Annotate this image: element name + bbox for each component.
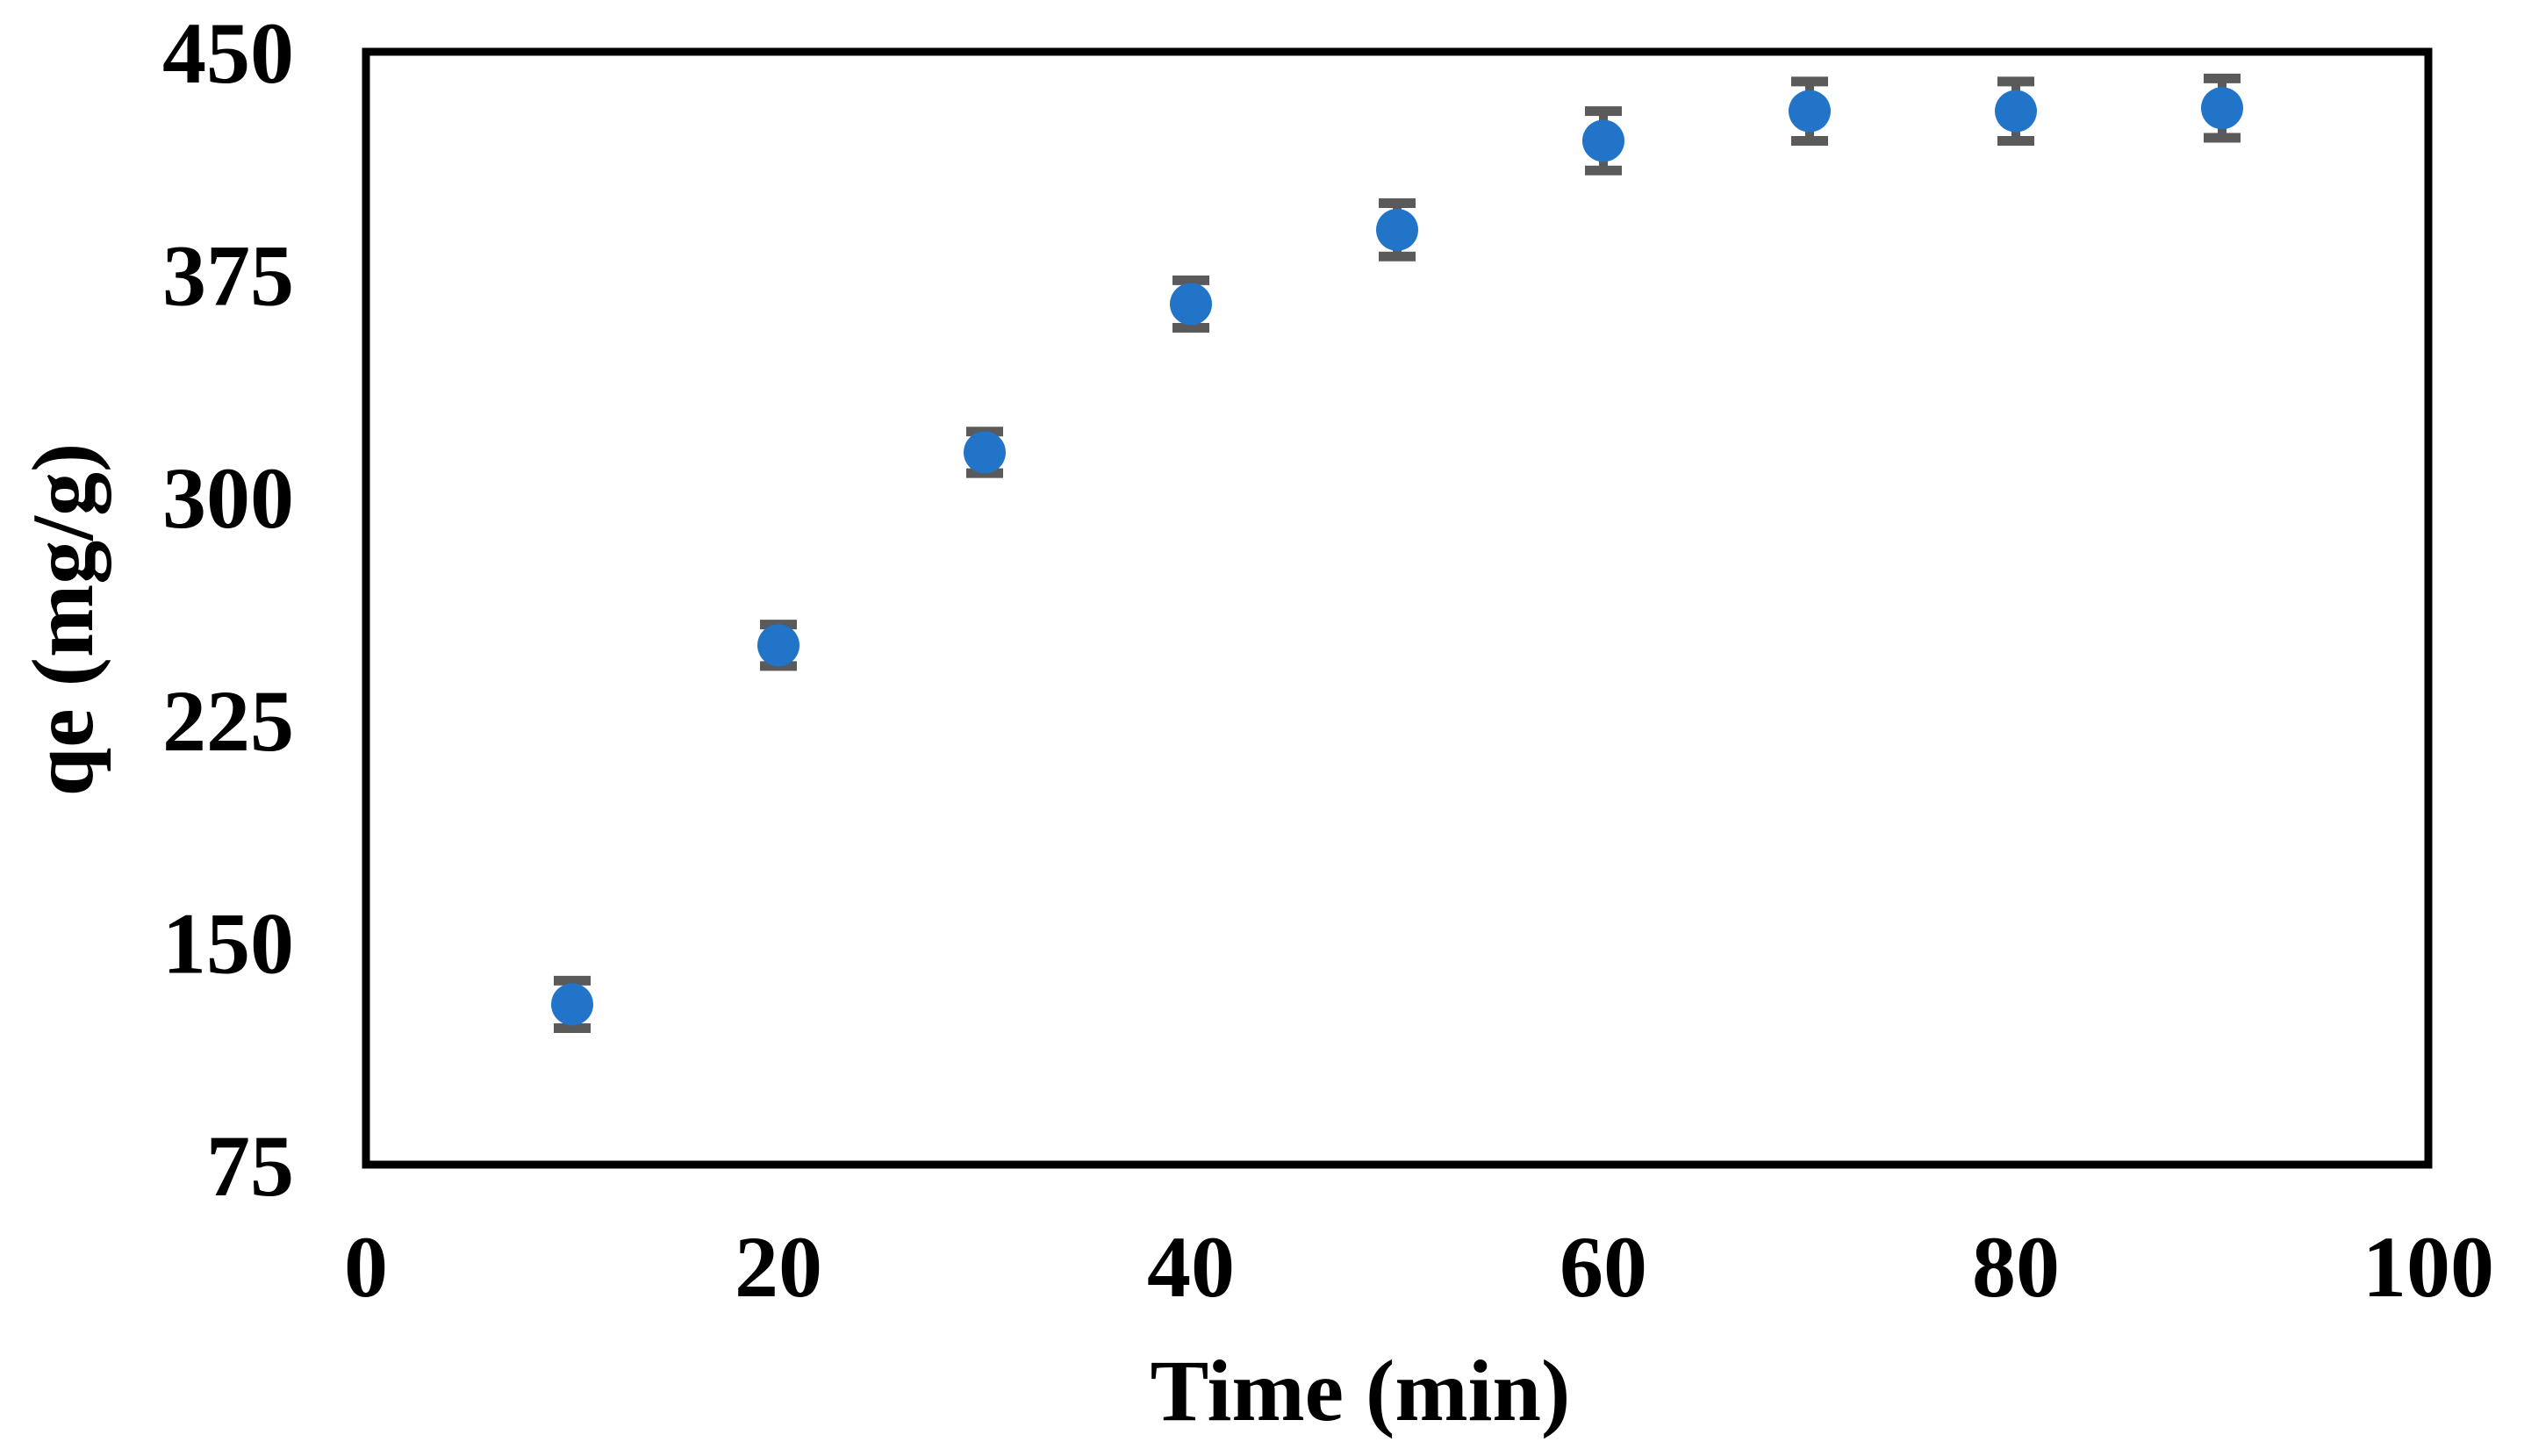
y-tick-label: 150 [162,894,294,992]
data-point [1995,90,2037,133]
x-tick-labels: 0 20 40 60 80 100 [344,1218,2494,1316]
y-tick-label: 450 [162,4,294,102]
data-point [1170,283,1212,326]
x-tick-label: 20 [735,1218,822,1316]
y-tick-label: 75 [206,1117,294,1215]
x-tick-label: 40 [1147,1218,1235,1316]
x-tick-label: 80 [1972,1218,2060,1316]
y-tick-label: 225 [162,672,294,770]
data-point [1376,208,1418,251]
y-tick-label: 375 [162,227,294,325]
x-tick-label: 0 [344,1218,388,1316]
y-tick-labels: 75 150 225 300 375 450 [162,4,294,1215]
x-tick-label: 60 [1560,1218,1647,1316]
data-point [2201,87,2243,130]
data-point [757,624,800,667]
data-point [551,983,593,1026]
data-points [551,87,2243,1026]
x-tick-label: 100 [2363,1218,2494,1316]
y-tick-label: 300 [162,449,294,547]
y-axis-title: qe (mg/g) [14,443,111,797]
plot-area-border [362,47,2433,1169]
data-point [964,431,1006,474]
x-axis-title: Time (min) [1151,1342,1571,1439]
data-point [1789,90,1831,133]
data-point [1582,119,1624,162]
